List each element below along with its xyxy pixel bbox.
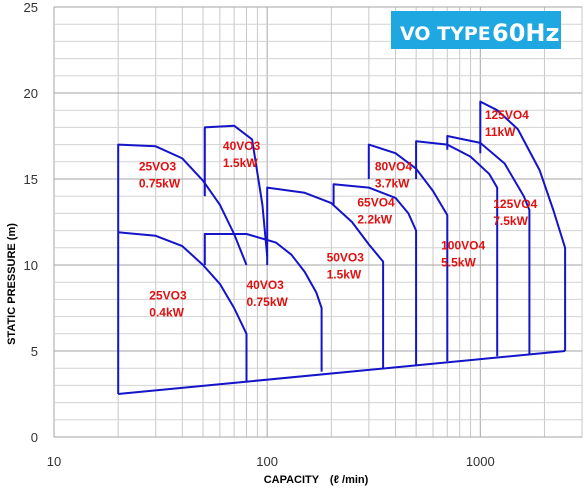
curve-label: 25VO3: [149, 288, 187, 302]
x-axis-label: CAPACITY (ℓ /min): [264, 474, 369, 486]
curve-label: 125VO4: [485, 108, 529, 122]
y-tick-label: 0: [31, 430, 38, 445]
type-badge: VO TYPE 60Hz: [391, 11, 561, 49]
type-badge-frequency: 60Hz: [492, 19, 559, 47]
curve-label: 0.75kW: [139, 176, 181, 190]
series-line: [203, 233, 323, 372]
series-line: [446, 135, 531, 355]
y-tick-label: 15: [24, 172, 38, 187]
curve-label: 11kW: [485, 125, 516, 139]
type-badge-background: [391, 11, 561, 49]
curve-label: 0.75kW: [246, 295, 288, 309]
series-line: [117, 143, 248, 394]
series-line: [118, 231, 248, 382]
curve-labels: 25VO3 0.75kW 25VO3 0.4kW 40VO3 1.5kW 40VO3 0.75…: [139, 108, 538, 320]
grid: [53, 6, 583, 438]
curve-label: 3.7kW: [375, 176, 410, 190]
y-tick-label: 25: [24, 0, 38, 15]
tick-labels: 0 5 10 15 20 25 10 100 1000: [24, 0, 495, 469]
curve-label: 65VO4: [357, 196, 395, 210]
curve-label: 1.5kW: [223, 156, 258, 170]
curve-label: 7.5kW: [493, 214, 528, 228]
curve-label: 40VO3: [223, 139, 261, 153]
curve-label: 0.4kW: [149, 305, 184, 319]
curve-label: 50VO3: [327, 251, 365, 265]
curve-label: 125VO4: [493, 197, 537, 211]
curve-label: 40VO3: [246, 278, 284, 292]
pump-curves: [117, 100, 567, 395]
y-tick-label: 5: [31, 344, 38, 359]
curve-label: 1.5kW: [327, 268, 362, 282]
curve-label: 80VO4: [375, 159, 413, 173]
curve-label: 5.5kW: [441, 256, 476, 270]
curve-label: 100VO4: [441, 239, 485, 253]
series-line: [479, 100, 567, 351]
series-line: [203, 124, 269, 257]
x-tick-label: 10: [47, 454, 61, 469]
x-tick-label: 100: [256, 454, 278, 469]
series-line: [415, 140, 499, 357]
curve-label: 2.2kW: [357, 213, 392, 227]
series-line: [332, 183, 418, 365]
y-axis-label: STATIC PRESSURE (m): [6, 223, 18, 345]
y-tick-label: 10: [24, 258, 38, 273]
type-badge-prefix: VO TYPE: [400, 23, 491, 45]
y-tick-label: 20: [24, 86, 38, 101]
x-tick-label: 1000: [466, 454, 495, 469]
series-line: [266, 186, 385, 369]
series-line: [118, 350, 566, 395]
curve-label: 25VO3: [139, 159, 177, 173]
